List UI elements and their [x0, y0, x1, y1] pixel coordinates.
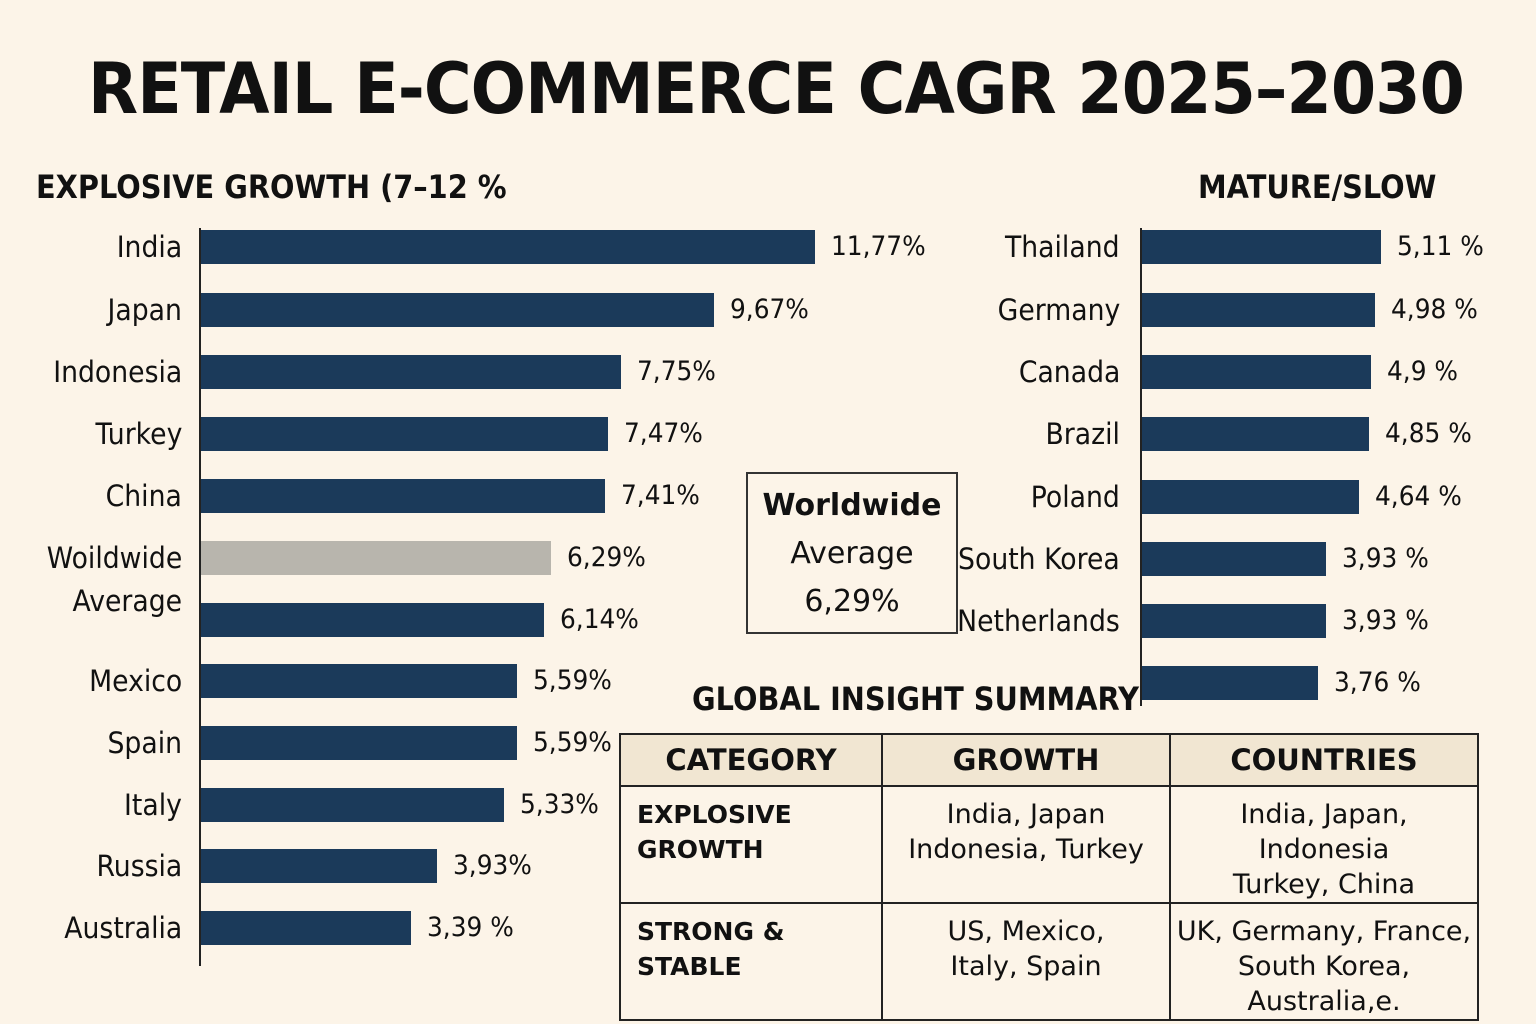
- row-category: STRONG & STABLE: [619, 902, 883, 1021]
- value-label: 7,41%: [620, 480, 700, 511]
- value-label: 5,59%: [532, 665, 612, 696]
- right-chart-axis: [1140, 228, 1142, 706]
- bar-italy: [201, 788, 505, 822]
- category-label: Netherlands: [957, 604, 1120, 638]
- category-label: Indonesia: [52, 355, 182, 389]
- value-label: 3,76 %: [1333, 667, 1421, 698]
- bar-canada: [1142, 355, 1372, 389]
- bar-india: [201, 230, 816, 264]
- bar-unlabeled: [1142, 666, 1318, 700]
- growth-line: Indonesia, Turkey: [908, 834, 1144, 865]
- bar-mexico: [201, 664, 517, 698]
- bar-japan: [201, 293, 715, 327]
- category-label: Turkey: [95, 417, 182, 451]
- bar-south-korea: [1142, 542, 1326, 576]
- category-label: Poland: [1030, 480, 1120, 514]
- category-label: India: [116, 230, 182, 264]
- value-label: 3,39 %: [426, 912, 514, 943]
- category-label: Mexico: [88, 664, 182, 698]
- bar-china: [201, 479, 605, 513]
- bar-woildwide-average: [201, 541, 551, 575]
- category-label: Woildwide: [46, 541, 182, 575]
- bar-turkey: [201, 417, 608, 451]
- bar-spain: [201, 726, 517, 760]
- category-label: South Korea: [958, 542, 1120, 576]
- category-label: Australia: [63, 911, 182, 945]
- countries-line: South Korea, Australia,e.: [1237, 951, 1411, 1017]
- value-label: 4,64 %: [1375, 481, 1462, 512]
- row-countries: India, Japan, Indonesia Turkey, China: [1169, 785, 1479, 904]
- category-label: Germany: [997, 293, 1120, 327]
- growth-line: Italy, Spain: [950, 951, 1102, 982]
- bar-poland: [1142, 480, 1360, 514]
- table-row: STRONG & STABLE US, Mexico, Italy, Spain …: [619, 902, 1479, 1021]
- bar-netherlands: [1142, 604, 1326, 638]
- bar-thailand: [1142, 230, 1382, 264]
- value-label: 5,33%: [520, 789, 600, 820]
- category-label: Canada: [1018, 355, 1120, 389]
- value-label: 5,11 %: [1397, 231, 1484, 262]
- value-label: 5,59%: [532, 727, 612, 758]
- header-countries: COUNTRIES: [1169, 733, 1479, 787]
- bar-indonesia: [201, 355, 622, 389]
- value-label: 7,75%: [637, 356, 717, 387]
- value-label: 3,93 %: [1341, 543, 1429, 574]
- category-label: Average: [72, 584, 182, 618]
- summary-table: CATEGORY GROWTH COUNTRIES EXPLOSIVE GROW…: [619, 733, 1479, 1021]
- header-growth: GROWTH: [881, 733, 1171, 787]
- value-label: 3,93 %: [1341, 605, 1429, 636]
- countries-line: UK, Germany, France,: [1176, 916, 1472, 947]
- growth-line: India, Japan: [946, 799, 1106, 830]
- bar-brazil: [1142, 417, 1369, 451]
- bar-russia: [201, 849, 437, 883]
- category-label: Italy: [124, 788, 182, 822]
- avg-box-line2: Average: [790, 536, 914, 571]
- category-label: Japan: [107, 293, 182, 327]
- value-label: 6,29%: [566, 542, 646, 573]
- left-chart-axis: [199, 228, 201, 966]
- value-label: 7,47%: [623, 418, 703, 449]
- bar-australia: [201, 911, 411, 945]
- value-label: 3,93%: [452, 850, 532, 881]
- value-label: 11,77%: [831, 231, 927, 262]
- value-label: 6,14%: [559, 604, 639, 635]
- header-category: CATEGORY: [619, 733, 883, 787]
- value-label: 4,9 %: [1387, 356, 1459, 387]
- table-row: EXPLOSIVE GROWTH India, Japan Indonesia, …: [619, 785, 1479, 904]
- row-growth: India, Japan Indonesia, Turkey: [881, 785, 1171, 904]
- avg-box-value: 6,29%: [804, 584, 900, 619]
- category-label: China: [105, 479, 182, 513]
- value-label: 4,85 %: [1384, 418, 1472, 449]
- category-label: Thailand: [1005, 230, 1120, 264]
- countries-line: Turkey, China: [1232, 869, 1416, 900]
- row-countries: UK, Germany, France, South Korea, Austral…: [1169, 902, 1479, 1021]
- avg-box-line1: Worldwide: [762, 488, 942, 523]
- value-label: 4,98 %: [1391, 294, 1478, 325]
- right-chart-title: MATURE/SLOW: [1198, 168, 1437, 206]
- growth-line: US, Mexico,: [947, 916, 1105, 947]
- row-category: EXPLOSIVE GROWTH: [619, 785, 883, 904]
- page-title: RETAIL E-COMMERCE CAGR 2025–2030: [88, 48, 1465, 130]
- left-chart-title: EXPLOSIVE GROWTH (7–12 %: [36, 168, 507, 206]
- bar-germany: [1142, 293, 1376, 327]
- row-growth: US, Mexico, Italy, Spain: [881, 902, 1171, 1021]
- table-header-row: CATEGORY GROWTH COUNTRIES: [619, 733, 1479, 787]
- category-label: Russia: [96, 849, 182, 883]
- summary-title: GLOBAL INSIGHT SUMMARY: [692, 680, 1139, 718]
- category-label: Brazil: [1045, 417, 1120, 451]
- value-label: 9,67%: [730, 294, 809, 325]
- countries-line: India, Japan, Indonesia: [1240, 799, 1408, 865]
- worldwide-average-box: Worldwide Average 6,29%: [746, 472, 958, 634]
- category-label: Spain: [107, 726, 182, 760]
- bar-unlabeled: [201, 603, 544, 637]
